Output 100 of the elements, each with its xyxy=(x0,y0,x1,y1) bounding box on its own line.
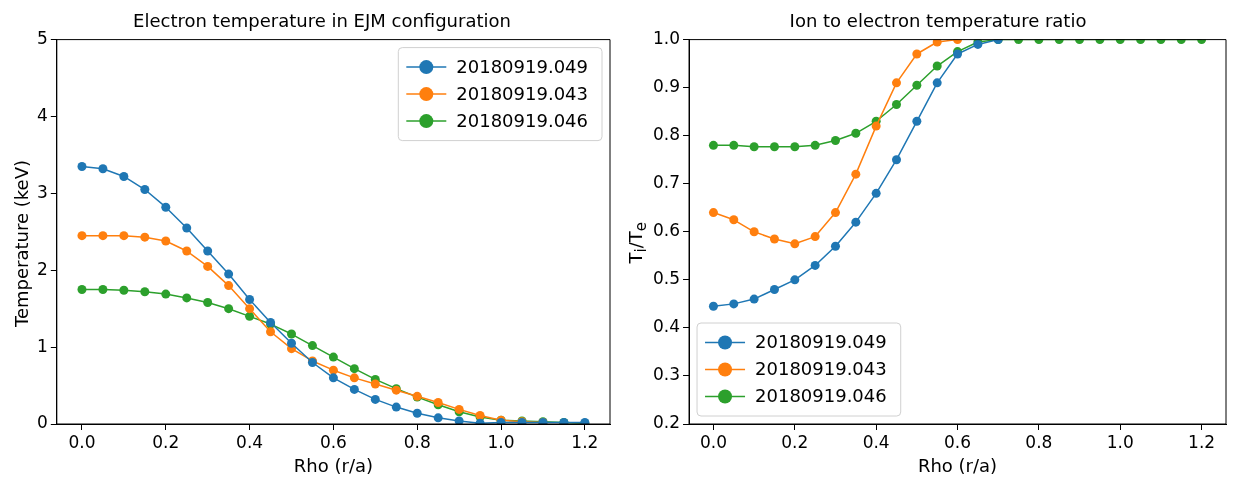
y-tick-label: 1 xyxy=(36,335,48,356)
point xyxy=(203,246,213,256)
point xyxy=(810,232,820,242)
point xyxy=(810,140,820,150)
point xyxy=(161,289,171,299)
point xyxy=(830,241,840,251)
point xyxy=(245,311,255,321)
point xyxy=(729,140,739,150)
point xyxy=(932,39,942,47)
point xyxy=(932,78,942,88)
legend-label: 20180919.043 xyxy=(755,358,887,380)
x-tick-label: 0.4 xyxy=(862,431,890,452)
x-tick-label: 0.6 xyxy=(319,431,347,452)
point xyxy=(77,284,87,294)
chart-title: Electron temperature in EJM configuration xyxy=(133,10,511,32)
point xyxy=(749,142,759,152)
point xyxy=(182,293,192,303)
chart-title: Ion to electron temperature ratio xyxy=(789,10,1087,32)
point xyxy=(287,338,296,348)
point xyxy=(851,169,861,179)
point xyxy=(851,217,861,227)
point xyxy=(790,239,800,249)
point xyxy=(851,128,861,138)
point xyxy=(892,99,901,109)
x-tick-label: 0.8 xyxy=(1025,431,1053,452)
legend-label: 20180919.046 xyxy=(456,109,589,131)
x-axis-title: Rho (r/a) xyxy=(917,454,998,476)
point xyxy=(349,373,359,383)
point xyxy=(140,185,150,195)
point xyxy=(433,413,443,423)
x-tick-label: 0.6 xyxy=(943,431,972,452)
x-tick-label: 0.4 xyxy=(236,431,264,452)
legend-label: 20180919.043 xyxy=(456,82,589,104)
y-tick-label: 0.5 xyxy=(652,268,681,289)
x-axis-title: Rho (r/a) xyxy=(293,454,374,476)
point xyxy=(349,384,359,394)
point xyxy=(769,284,779,294)
point xyxy=(182,223,192,233)
point xyxy=(98,231,108,241)
point xyxy=(454,416,464,424)
y-tick-label: 4 xyxy=(36,104,48,125)
point xyxy=(790,142,800,152)
point xyxy=(912,49,922,59)
point xyxy=(307,341,317,351)
x-tick-label: 0.2 xyxy=(152,431,180,452)
point xyxy=(140,287,150,297)
point xyxy=(328,365,338,375)
x-tick-label: 1.0 xyxy=(1106,431,1134,452)
point xyxy=(790,275,800,285)
point xyxy=(140,232,150,242)
point xyxy=(77,231,87,241)
point xyxy=(245,294,255,304)
point xyxy=(370,394,380,404)
point xyxy=(708,301,718,311)
y-tick-label: 0.8 xyxy=(652,124,681,145)
y-tick-label: 0.7 xyxy=(652,172,681,193)
point xyxy=(349,364,359,374)
point xyxy=(391,402,401,412)
y-tick-label: 0.3 xyxy=(652,364,681,385)
point xyxy=(203,298,213,308)
point xyxy=(161,236,171,246)
x-tick-label: 1.2 xyxy=(1188,431,1216,452)
point xyxy=(182,246,192,256)
y-tick-label: 2 xyxy=(36,258,48,279)
y-axis-title: Temperature (keV) xyxy=(10,159,32,327)
point xyxy=(769,142,779,152)
point xyxy=(370,379,380,389)
point xyxy=(830,136,840,146)
point xyxy=(98,164,108,174)
point xyxy=(245,304,255,314)
point xyxy=(224,304,234,314)
point xyxy=(224,281,234,291)
y-tick-label: 0.4 xyxy=(652,316,681,337)
legend-label: 20180919.049 xyxy=(755,331,887,353)
point xyxy=(892,78,901,88)
point xyxy=(203,261,213,271)
point xyxy=(769,234,779,244)
point xyxy=(810,260,820,270)
point xyxy=(119,231,129,241)
point xyxy=(871,121,881,131)
x-tick-label: 0.0 xyxy=(699,431,727,452)
y-tick-label: 0 xyxy=(36,412,48,433)
point xyxy=(912,80,922,90)
x-tick-label: 0.2 xyxy=(781,431,809,452)
y-tick-label: 1.0 xyxy=(652,28,681,49)
y-tick-label: 3 xyxy=(36,181,48,202)
point xyxy=(328,373,338,383)
x-tick-label: 1.2 xyxy=(571,431,599,452)
point xyxy=(328,352,338,362)
point xyxy=(119,285,129,295)
point xyxy=(412,408,422,418)
legend-label: 20180919.049 xyxy=(456,55,589,77)
x-tick-label: 1.0 xyxy=(487,431,515,452)
point xyxy=(729,299,739,309)
point xyxy=(119,171,129,181)
point xyxy=(892,155,901,165)
point xyxy=(708,208,718,218)
point xyxy=(708,140,718,150)
point xyxy=(871,188,881,198)
point xyxy=(749,294,759,304)
